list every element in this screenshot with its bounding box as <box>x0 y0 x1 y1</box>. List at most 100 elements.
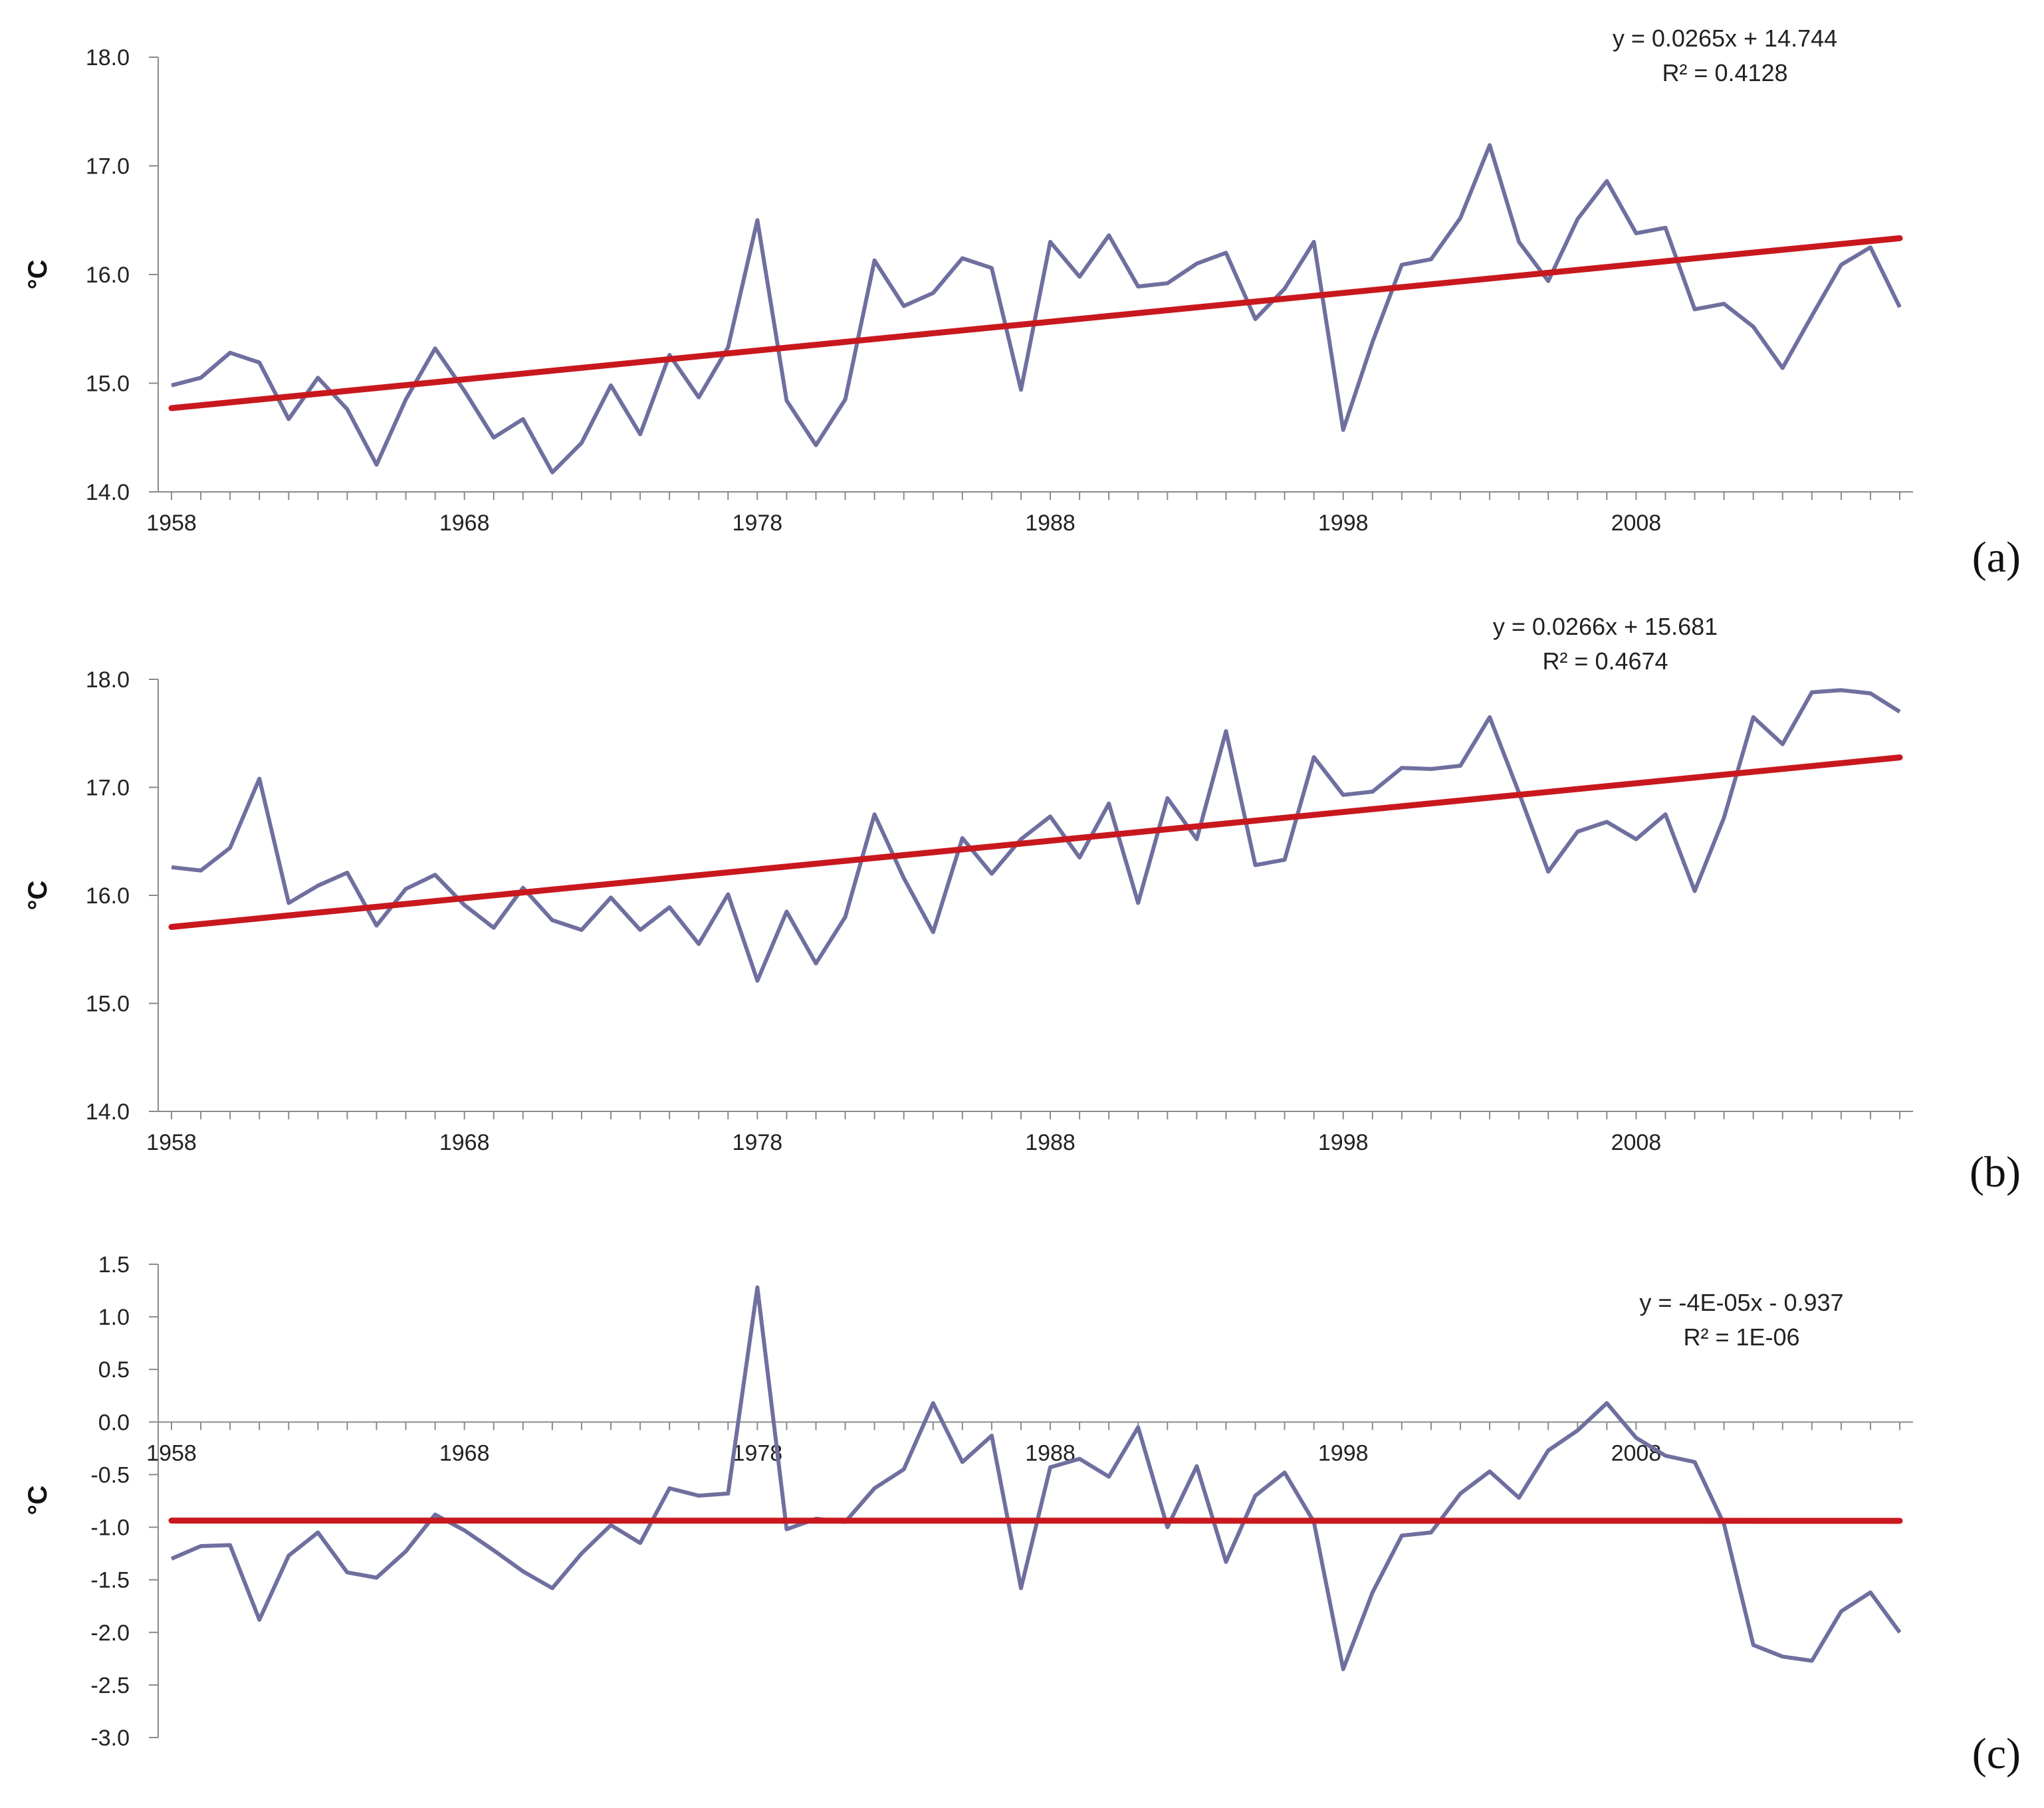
data-point <box>228 846 232 850</box>
y-tick-label: -2.5 <box>90 1673 130 1698</box>
data-point <box>990 1434 994 1438</box>
data-point <box>1078 275 1081 279</box>
data-point <box>257 777 261 781</box>
data-point <box>257 1618 261 1622</box>
data-point <box>1839 263 1843 267</box>
data-point <box>902 1468 906 1472</box>
data-point <box>1517 240 1521 244</box>
data-point <box>1371 1591 1375 1595</box>
data-point <box>492 1548 496 1552</box>
trend-equation: y = 0.0265x + 14.744 <box>1613 25 1837 52</box>
y-tick-label: -1.5 <box>90 1568 130 1593</box>
data-point <box>1224 729 1228 733</box>
data-point <box>1048 240 1052 244</box>
data-point <box>638 432 642 436</box>
data-point <box>814 443 818 447</box>
chart-panel-3: -3.0 -2.5 -2.0 -1.5 -1.0 -0.5 0.0 0.5 1.0 1.5 1958… <box>23 1252 2021 1778</box>
data-point <box>1575 217 1579 221</box>
data-point <box>1400 263 1404 267</box>
data-point <box>580 1551 584 1555</box>
data-point <box>1194 262 1198 266</box>
data-point <box>1810 691 1814 695</box>
y-tick-label: 0.5 <box>98 1357 130 1383</box>
x-tick-label: 1968 <box>439 510 490 536</box>
x-tick-label: 1958 <box>146 1440 197 1466</box>
panel-label: (c) <box>1972 1730 2021 1778</box>
data-point <box>170 1557 173 1561</box>
data-point <box>1781 366 1785 370</box>
data-point <box>961 1460 965 1464</box>
data-point <box>1254 317 1258 321</box>
data-point <box>345 1571 349 1575</box>
data-point <box>1839 1609 1843 1613</box>
data-point <box>1722 816 1726 820</box>
data-point <box>1458 1492 1462 1496</box>
data-point <box>199 869 203 873</box>
data-point <box>550 918 554 922</box>
data-point <box>1781 742 1785 746</box>
data-point <box>1898 1631 1902 1635</box>
data-point <box>784 399 788 403</box>
y-tick-label: -0.5 <box>90 1462 130 1488</box>
data-point <box>1781 1654 1785 1658</box>
data-point <box>199 376 203 380</box>
y-tick-label: -2.0 <box>90 1621 130 1646</box>
data-point <box>1605 1401 1609 1405</box>
data-point <box>1341 793 1345 797</box>
data-point <box>1752 715 1756 719</box>
data-point <box>1429 257 1433 261</box>
y-tick-label: 18.0 <box>86 45 130 70</box>
data-point <box>1194 838 1198 842</box>
y-tick-label: -1.0 <box>90 1516 130 1541</box>
y-tick-label: 16.0 <box>86 263 130 288</box>
data-point <box>1605 820 1609 824</box>
data-point <box>1869 691 1873 695</box>
data-point <box>784 909 788 913</box>
data-point <box>1078 1457 1081 1461</box>
x-tick-label: 1988 <box>1025 1130 1076 1155</box>
data-point <box>1400 766 1404 770</box>
series-line <box>171 688 1901 983</box>
x-tick-label: 1968 <box>439 1440 490 1466</box>
y-axis-title: °C <box>23 1486 53 1516</box>
data-point <box>931 1401 935 1405</box>
data-point <box>1546 279 1550 283</box>
data-point <box>667 905 671 909</box>
data-point <box>374 924 378 928</box>
data-point <box>726 1492 730 1496</box>
data-point <box>1283 286 1287 290</box>
data-point <box>1810 1658 1814 1662</box>
data-point <box>1136 284 1140 288</box>
data-point <box>374 463 378 467</box>
y-tick-label: 0.0 <box>98 1410 130 1435</box>
data-point <box>609 895 613 899</box>
y-tick-label: 14.0 <box>86 1099 130 1125</box>
data-point <box>1634 838 1638 842</box>
data-point <box>463 1528 467 1532</box>
data-point <box>228 351 232 355</box>
series-line <box>171 143 1902 475</box>
data-point <box>1312 240 1316 244</box>
panel-label: (a) <box>1972 533 2021 582</box>
data-point <box>1254 1494 1258 1498</box>
data-point <box>1165 281 1169 285</box>
data-point <box>1693 889 1697 893</box>
data-point <box>1224 1560 1228 1564</box>
data-point <box>1136 1425 1140 1429</box>
data-point <box>902 876 906 880</box>
data-point <box>1752 324 1756 328</box>
data-point <box>433 873 437 877</box>
data-point <box>1488 1470 1492 1474</box>
trend-equation: y = -4E-05x - 0.937 <box>1639 1289 1843 1316</box>
data-point <box>286 417 290 421</box>
data-point <box>609 384 613 388</box>
x-tick-label: 1958 <box>146 1130 197 1155</box>
data-point <box>1722 302 1726 306</box>
data-point <box>1107 233 1111 237</box>
x-tick-label: 1998 <box>1318 1130 1369 1155</box>
data-point <box>873 259 877 263</box>
data-point <box>1341 1667 1345 1671</box>
data-point <box>316 1530 320 1534</box>
data-point <box>1869 1591 1873 1595</box>
data-point <box>1663 1454 1667 1458</box>
